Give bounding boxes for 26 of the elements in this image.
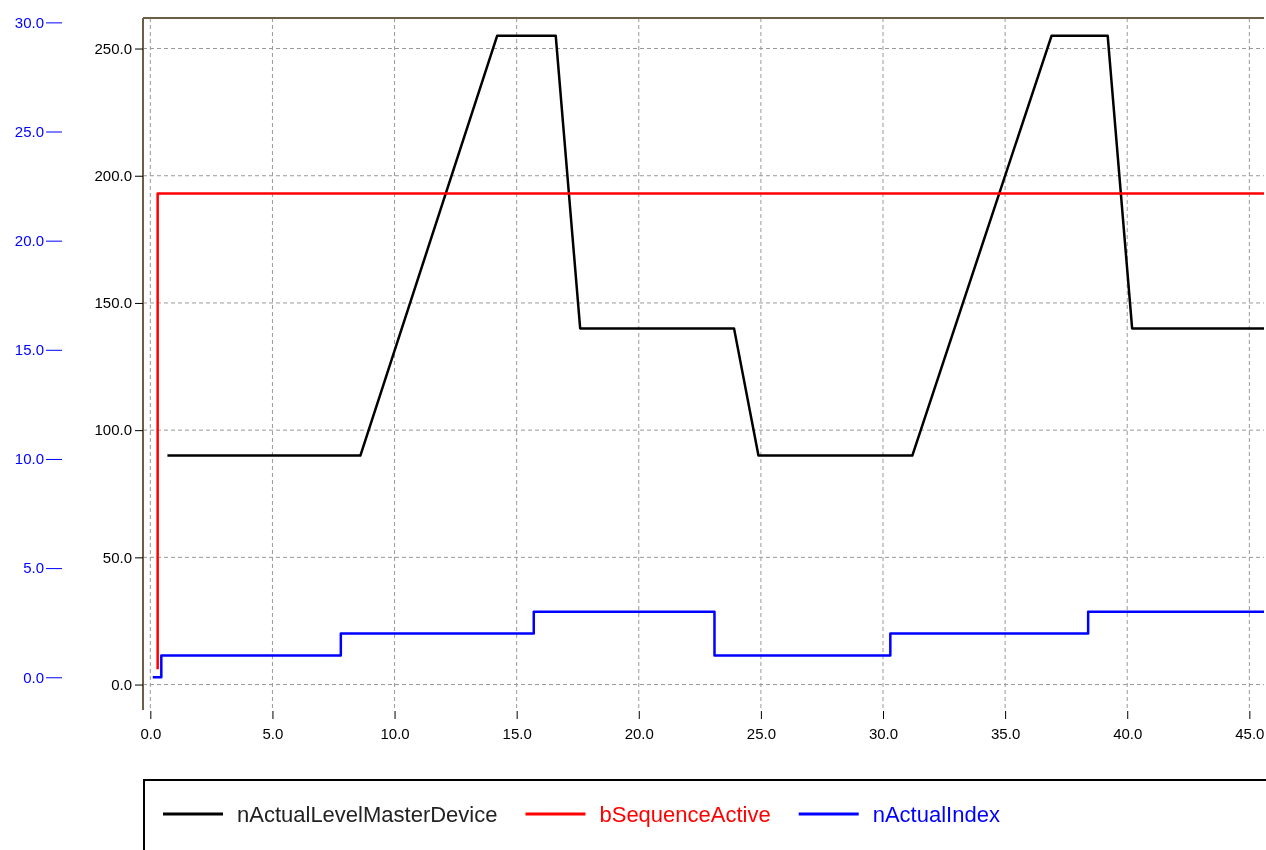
y-tick-label: 50.0 (102, 548, 132, 566)
y2-tick-label: 0.0 (23, 668, 44, 686)
y2-tick-label: 20.0 (14, 231, 44, 249)
x-tick-label: 40.0 (1113, 724, 1143, 742)
y-tick-label: 200.0 (94, 167, 132, 185)
y-tick-label: 0.0 (111, 675, 132, 693)
legend-label: nActualIndex (872, 802, 1000, 827)
x-tick-label: 0.0 (140, 724, 162, 742)
y2-tick-label: 10.0 (14, 450, 44, 468)
x-tick-label: 20.0 (624, 724, 654, 742)
x-tick-label: 5.0 (262, 724, 284, 742)
x-tick-label: 45.0 (1235, 724, 1265, 742)
x-tick-label: 35.0 (991, 724, 1021, 742)
legend-label: nActualLevelMasterDevice (237, 802, 498, 827)
x-tick-label: 15.0 (502, 724, 532, 742)
x-tick-label: 10.0 (380, 724, 410, 742)
y2-tick-label: 15.0 (14, 341, 44, 359)
y-tick-label: 150.0 (94, 294, 132, 312)
y-tick-label: 250.0 (94, 39, 132, 57)
y2-tick-label: 30.0 (14, 13, 44, 31)
y2-tick-label: 5.0 (23, 559, 44, 577)
y-tick-label: 100.0 (94, 421, 132, 439)
x-tick-label: 30.0 (868, 724, 899, 742)
y2-tick-label: 25.0 (14, 122, 44, 140)
x-tick-label: 25.0 (746, 724, 776, 742)
legend-label: bSequenceActive (599, 802, 771, 827)
